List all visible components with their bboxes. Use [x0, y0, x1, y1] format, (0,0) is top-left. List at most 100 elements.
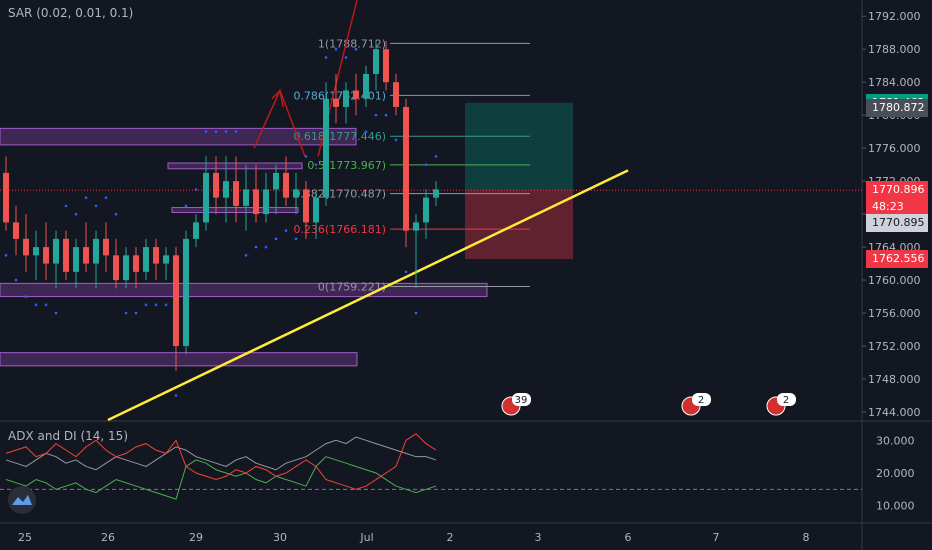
- price-tick-label: 1748.000: [868, 373, 921, 386]
- sar-dot: [284, 229, 288, 232]
- time-tick-label: 2: [447, 531, 454, 544]
- candle-body: [203, 172, 209, 223]
- time-tick-label: 30: [273, 531, 287, 544]
- candle-body: [123, 255, 129, 281]
- candle-body: [133, 255, 139, 272]
- event-count-bubble: [512, 393, 531, 406]
- price-badge: 1770.896: [866, 181, 928, 200]
- di-plus-line: [5, 456, 437, 500]
- sar-dot: [174, 394, 178, 397]
- candle-body: [313, 197, 319, 223]
- sar-dot: [254, 245, 258, 249]
- sar-dot: [314, 163, 318, 166]
- adx-indicator-label: ADX and DI (14, 15): [8, 429, 128, 443]
- candle-body: [363, 73, 369, 99]
- candle-body: [193, 222, 199, 239]
- candle-body: [323, 98, 329, 198]
- candle-body: [183, 238, 189, 347]
- price-tick-label: 1756.000: [868, 307, 921, 320]
- candle-body: [63, 238, 69, 272]
- time-tick-label: 7: [713, 531, 720, 544]
- sar-dot: [434, 155, 438, 158]
- sar-dot: [344, 56, 348, 59]
- sar-dot: [124, 311, 128, 315]
- candle-body: [243, 189, 249, 206]
- price-badge: 48:23: [866, 197, 928, 216]
- sar-dot: [354, 47, 358, 51]
- price-tick-label: 1760.000: [868, 274, 921, 287]
- candle-body: [93, 238, 99, 264]
- price-tick-label: 1776.000: [868, 142, 921, 155]
- loss-zone: [465, 190, 573, 260]
- logo-mark: [12, 495, 32, 505]
- sar-dot: [104, 196, 108, 199]
- time-tick-label: 26: [101, 531, 115, 544]
- sar-dot: [334, 47, 338, 51]
- support-resistance-zone: [0, 352, 358, 367]
- candle-body: [173, 255, 179, 347]
- arrow-head: [271, 88, 284, 108]
- candle-body: [163, 255, 169, 264]
- adx-tick-label: 10.000: [876, 500, 915, 513]
- support-resistance-zone: [0, 127, 357, 146]
- sar-dot: [64, 204, 68, 208]
- candle-body: [73, 247, 79, 272]
- price-tick-label: 1752.000: [868, 340, 921, 353]
- support-resistance-zone: [171, 207, 299, 213]
- fib-level-label: 0.618(1777.446): [293, 130, 386, 143]
- candle-body: [3, 172, 9, 223]
- sar-dot: [44, 303, 48, 307]
- sar-dot: [394, 138, 398, 142]
- event-count-bubble: [692, 393, 711, 406]
- adx-line: [5, 436, 437, 471]
- time-tick-label: 8: [803, 531, 810, 544]
- trendline: [107, 169, 629, 422]
- sar-dot: [194, 188, 198, 191]
- sar-dot: [134, 311, 138, 315]
- candle-body: [53, 238, 59, 264]
- sar-dot: [374, 113, 378, 117]
- candle-body: [103, 238, 109, 256]
- candle-body: [213, 172, 219, 198]
- price-badge: 1762.556: [866, 250, 928, 268]
- candle-body: [223, 181, 229, 198]
- sar-dot: [244, 254, 248, 257]
- candle-body: [263, 189, 269, 215]
- candle-body: [433, 189, 439, 198]
- fib-level-label: 1(1788.712): [318, 37, 386, 50]
- price-tick-label: 1784.000: [868, 76, 921, 89]
- sar-dot: [154, 303, 158, 307]
- sar-dot: [304, 155, 308, 158]
- candle-body: [83, 247, 89, 264]
- sar-dot: [54, 311, 58, 315]
- adx-tick-label: 30.000: [876, 434, 915, 447]
- sar-dot: [24, 295, 28, 298]
- candle-body: [273, 172, 279, 190]
- candle-body: [343, 90, 349, 107]
- event-count-bubble: [777, 393, 796, 406]
- candle-body: [23, 238, 29, 256]
- sar-dot: [294, 237, 298, 241]
- sar-dot: [34, 303, 38, 307]
- fib-level-label: 0.382(1770.487): [293, 188, 386, 201]
- event-count-label: 39: [515, 395, 528, 406]
- candle-body: [253, 189, 259, 215]
- candle-body: [293, 189, 299, 198]
- sar-dot: [184, 204, 188, 208]
- sar-dot: [234, 130, 238, 133]
- candle-body: [403, 106, 409, 231]
- sar-dot: [264, 245, 268, 249]
- sar-dot: [94, 204, 98, 208]
- sar-dot: [324, 56, 328, 59]
- candle-body: [353, 90, 359, 99]
- price-tick-label: 1792.000: [868, 10, 921, 23]
- sar-dot: [414, 311, 418, 315]
- candle-body: [303, 189, 309, 223]
- sar-dot: [424, 163, 428, 166]
- time-tick-label: 25: [18, 531, 32, 544]
- sar-dot: [84, 196, 88, 199]
- fib-level-label: 0.5(1773.967): [307, 159, 386, 172]
- sar-dot: [114, 212, 118, 216]
